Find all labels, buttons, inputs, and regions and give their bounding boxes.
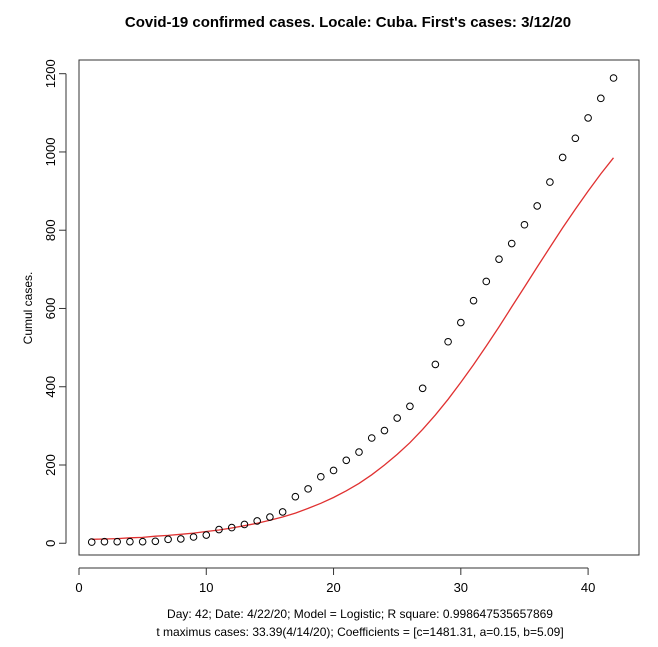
data-point [495,255,503,263]
plot-frame [78,59,640,556]
chart-title: Covid-19 confirmed cases. Locale: Cuba. … [125,14,571,31]
data-point [138,537,147,546]
data-point [113,537,121,546]
data-point [482,277,491,286]
x-tick-label: 40 [581,580,595,595]
data-point [317,472,325,481]
data-point [100,537,109,546]
data-points [87,74,618,546]
x-tick-label: 10 [199,580,213,595]
data-point [393,414,401,422]
data-point [87,538,96,546]
data-point [278,508,287,516]
y-tick-label: 400 [43,376,58,398]
data-point [533,202,541,210]
data-point [546,178,554,186]
data-point [380,426,389,435]
data-point [291,492,300,501]
data-point [571,134,580,143]
data-point [177,535,185,543]
y-tick-label: 1200 [43,59,58,88]
y-tick-label: 600 [43,298,58,320]
data-point [469,296,478,305]
y-axis-label: Cumul cases. [21,272,35,345]
data-point [367,434,376,442]
data-point [597,94,605,103]
x-tick-label: 30 [454,580,468,595]
data-point [189,533,198,541]
data-point [584,114,592,122]
data-point [240,520,249,529]
data-point [444,337,452,346]
fitted-curve [91,157,615,540]
x-tick-label: 20 [326,580,340,595]
y-tick-label: 800 [43,219,58,241]
x-tick-label: 0 [75,580,82,595]
data-point [329,466,338,475]
data-point [431,360,440,369]
data-point [126,537,134,546]
data-point [164,535,172,544]
data-point [355,448,363,456]
data-point [406,402,414,411]
footnote-line-2: t maximus cases: 33.39(4/14/20); Coeffic… [156,625,563,639]
data-point [558,153,567,162]
data-point [520,220,529,229]
x-axis: 0 10 20 30 40 [75,567,595,595]
data-point [457,318,465,327]
data-point [507,239,516,248]
data-point [227,523,236,532]
data-point [253,517,261,525]
data-point [215,525,223,534]
y-tick-label: 1000 [43,137,58,166]
data-point [151,537,160,546]
y-tick-label: 200 [43,454,58,476]
y-axis: 0 200 400 600 800 1000 1200 [43,59,67,547]
data-point [266,513,274,521]
data-point [609,74,618,82]
fit-line-group [91,157,615,540]
data-point [342,456,351,465]
data-point [202,531,211,539]
data-point [304,485,312,493]
footnote-line-1: Day: 42; Date: 4/22/20; Model = Logistic… [167,607,553,621]
data-point [418,384,427,393]
y-tick-label: 0 [43,540,58,547]
